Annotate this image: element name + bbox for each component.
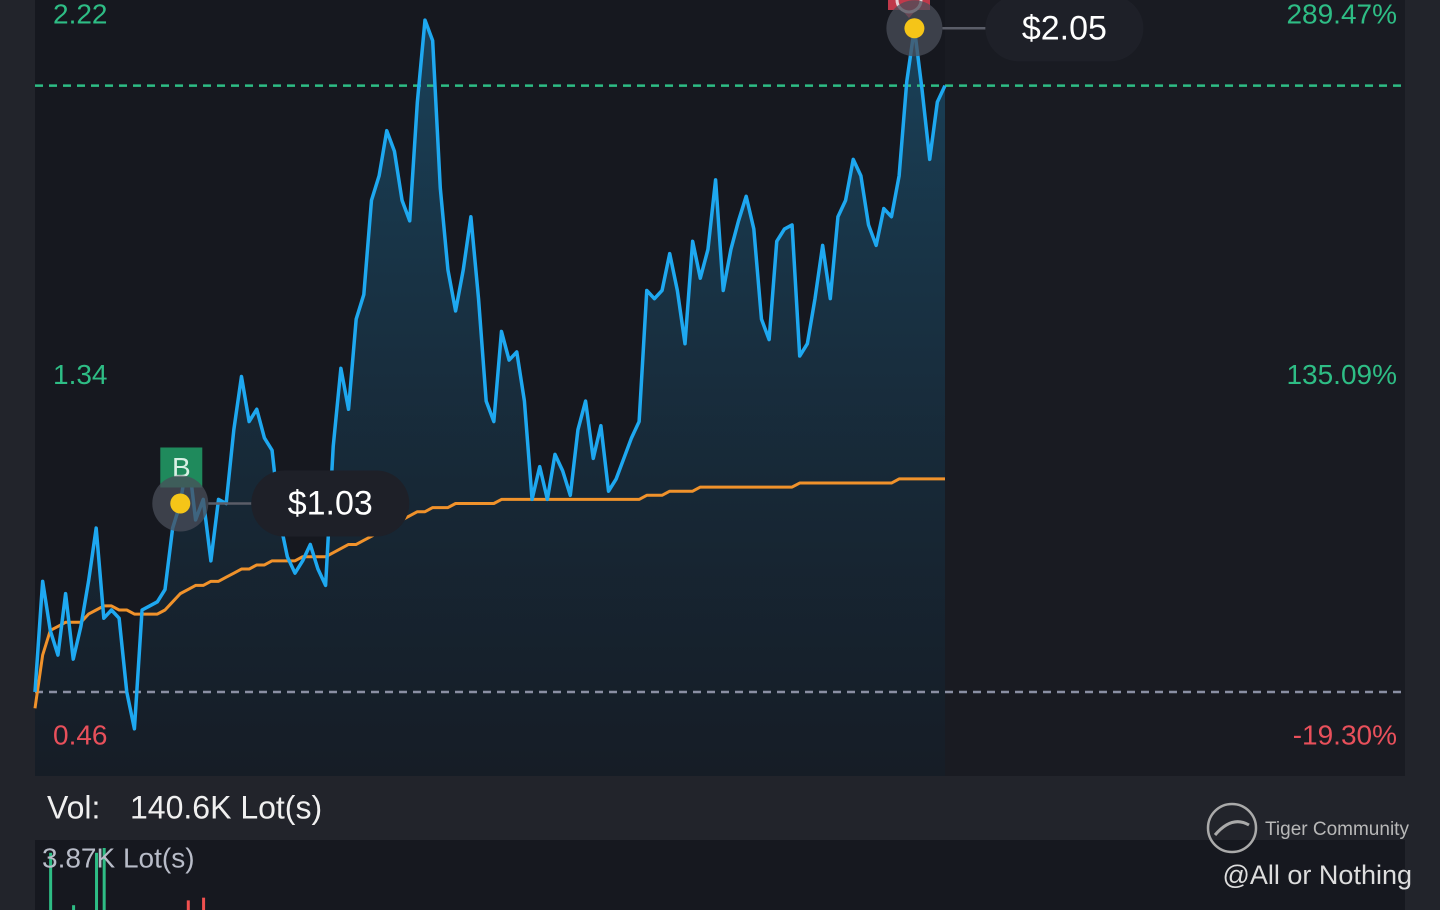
y2-tick-label: 289.47%	[1286, 0, 1397, 29]
annotation-box	[985, 0, 1144, 62]
watermark-brand: Tiger Community	[1265, 819, 1409, 840]
annotation-label: $2.05	[1022, 9, 1107, 47]
future-area	[945, 0, 1405, 776]
volume-bar	[186, 900, 190, 910]
y-tick-label: 2.22	[53, 0, 108, 29]
chart-layer: B $1.03 $2.05 0.46 1.34 2.22 -19.30% 135.09% 289…	[33, 0, 1405, 910]
y2-tick-label: -19.30%	[1293, 719, 1397, 750]
annotation-box	[251, 470, 410, 537]
annotation-dot	[170, 493, 191, 514]
volume-bar	[202, 897, 206, 910]
y-tick-label: 1.34	[53, 359, 108, 390]
volume-bar	[72, 905, 76, 910]
volume-total: 140.6K Lot(s)	[130, 789, 322, 825]
watermark-logo	[1206, 802, 1258, 854]
y2-tick-label: 135.09%	[1286, 359, 1397, 390]
volume-bar	[49, 852, 53, 910]
volume-bar	[95, 852, 99, 910]
volume-bar	[102, 848, 106, 910]
average-line	[33, 477, 945, 709]
volume-area	[35, 840, 1405, 910]
annotation-label: $1.03	[288, 484, 373, 522]
volume-tick-label: 3.87K Lot(s)	[42, 842, 195, 873]
annotation-dot	[904, 18, 925, 39]
watermark-user: @All or Nothing	[1223, 860, 1413, 890]
volume-title: Vol:	[47, 789, 100, 825]
buy-marker-label: B	[172, 452, 191, 483]
y-tick-label: 0.46	[53, 719, 108, 750]
